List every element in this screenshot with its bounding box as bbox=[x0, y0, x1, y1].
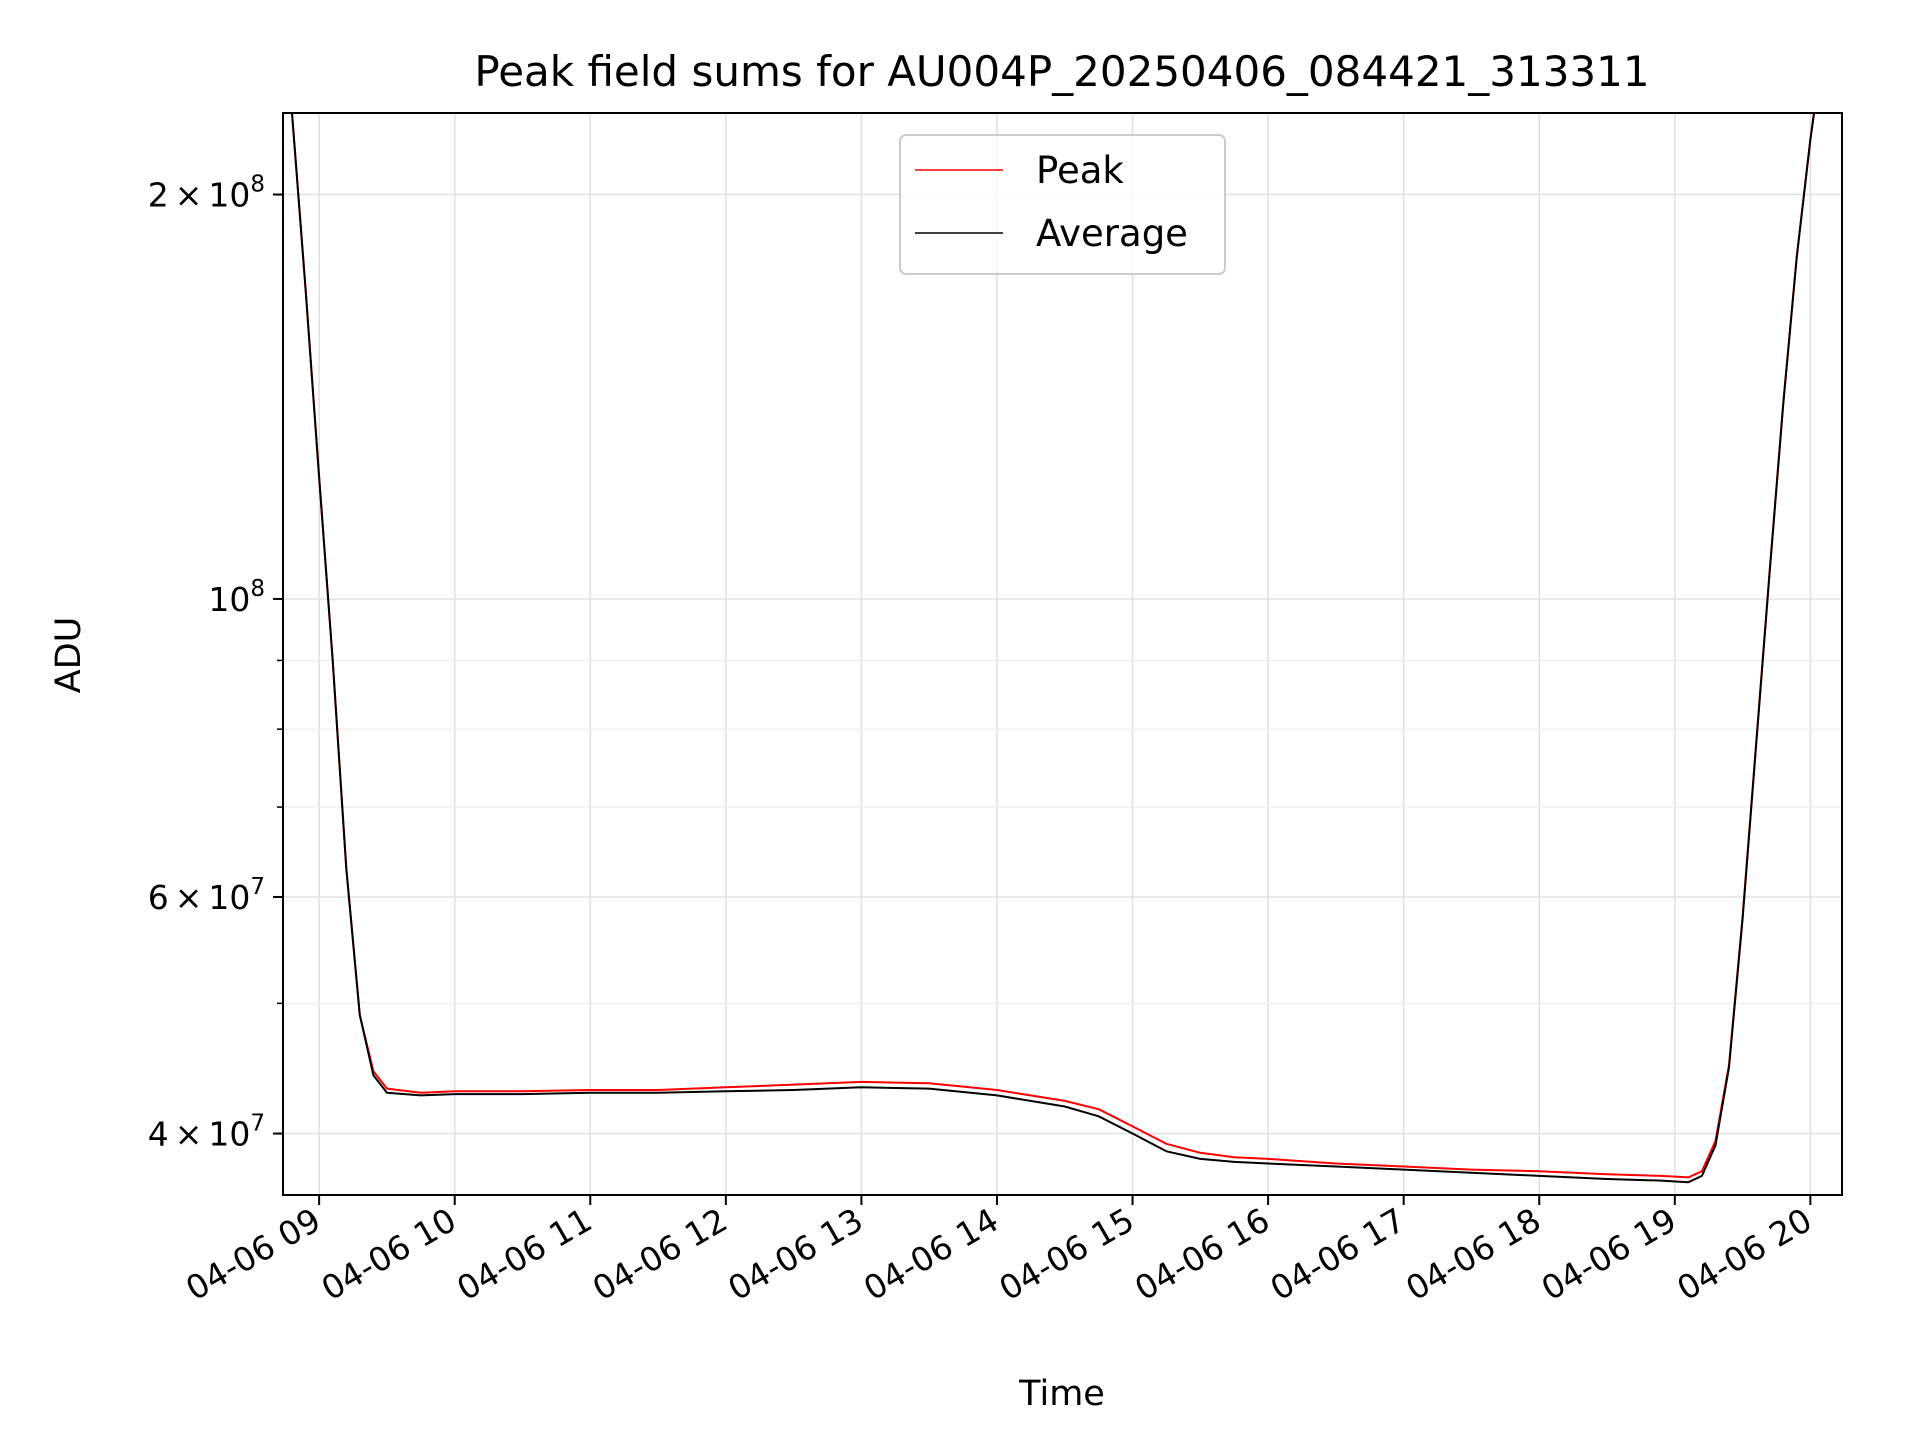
chart-title: Peak field sums for AU004P_20250406_0844… bbox=[474, 47, 1649, 96]
legend-label-peak: Peak bbox=[1036, 149, 1124, 192]
x-axis-label: Time bbox=[1018, 1374, 1105, 1414]
legend: Peak Average bbox=[900, 135, 1225, 274]
legend-label-average: Average bbox=[1036, 212, 1188, 255]
y-axis-label: ADU bbox=[49, 617, 89, 694]
